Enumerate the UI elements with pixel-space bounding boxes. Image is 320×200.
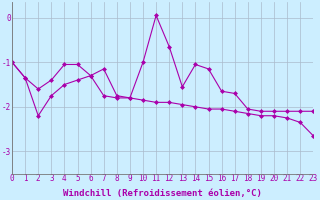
X-axis label: Windchill (Refroidissement éolien,°C): Windchill (Refroidissement éolien,°C) xyxy=(63,189,262,198)
